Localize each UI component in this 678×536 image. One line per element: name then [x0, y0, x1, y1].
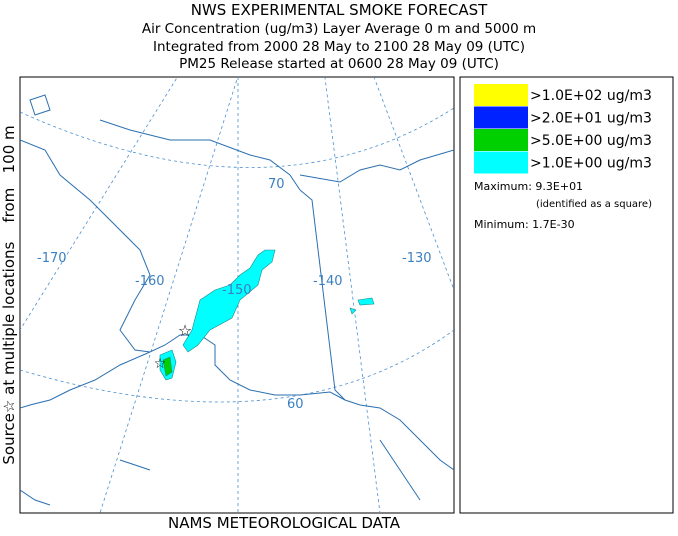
subtitle: PM25 Release started at 0600 28 May 09 (… — [179, 56, 499, 72]
coastline — [20, 139, 454, 471]
smoke-plume — [162, 356, 173, 377]
map-label: -150 — [222, 283, 252, 298]
meridian — [99, 77, 239, 513]
title: NWS EXPERIMENTAL SMOKE FORECAST — [191, 1, 488, 19]
map: ☆ ☆ -170 -160 -150 -140 -130 70 60 — [19, 76, 455, 514]
legend-swatch — [474, 106, 528, 129]
coastline — [20, 94, 421, 506]
map-content: ☆ ☆ — [20, 77, 454, 513]
legend-label: >2.0E+01 ug/m3 — [530, 111, 652, 127]
maximum: Maximum: 9.3E+01 — [474, 180, 583, 193]
subtitle: Air Concentration (ug/m3) Layer Average … — [142, 21, 536, 37]
coastline — [20, 351, 151, 409]
map-label: -160 — [135, 274, 165, 289]
source-marker: ☆ — [178, 321, 192, 340]
legend-swatch — [474, 129, 528, 151]
meridian — [20, 77, 178, 331]
side-label: Source☆ at multiple locations from 100 m — [0, 125, 18, 464]
parallel — [20, 107, 454, 168]
subtitle: Integrated from 2000 28 May to 2100 28 M… — [153, 39, 525, 55]
map-label: 60 — [287, 397, 304, 412]
border — [299, 189, 346, 401]
legend-label: >1.0E+00 ug/m3 — [530, 156, 652, 172]
footer: NAMS METEOROLOGICAL DATA — [168, 514, 401, 532]
smoke-plume — [182, 249, 276, 353]
coastline — [99, 119, 301, 191]
legend-swatch — [474, 84, 528, 106]
legend: Maximum: 9.3E+01 (identified as a square… — [459, 76, 674, 514]
maximum-note: (identified as a square) — [536, 199, 652, 210]
map-label: -140 — [313, 274, 343, 289]
map-label: 70 — [268, 177, 285, 192]
source-marker: ☆ — [154, 356, 167, 372]
parallel — [20, 329, 454, 403]
header: NWS EXPERIMENTAL SMOKE FORECAST Air Conc… — [142, 1, 536, 72]
meridian — [324, 77, 381, 513]
meridian — [373, 77, 454, 291]
minimum: Minimum: 1.7E-30 — [474, 218, 575, 231]
map-label: -170 — [37, 251, 67, 266]
legend-swatch — [474, 151, 528, 174]
smoke-plume — [349, 297, 375, 315]
legend-label: >5.0E+00 ug/m3 — [530, 133, 652, 149]
coastline — [299, 149, 454, 183]
map-label: -130 — [402, 251, 432, 266]
legend-label: >1.0E+02 ug/m3 — [530, 88, 652, 104]
